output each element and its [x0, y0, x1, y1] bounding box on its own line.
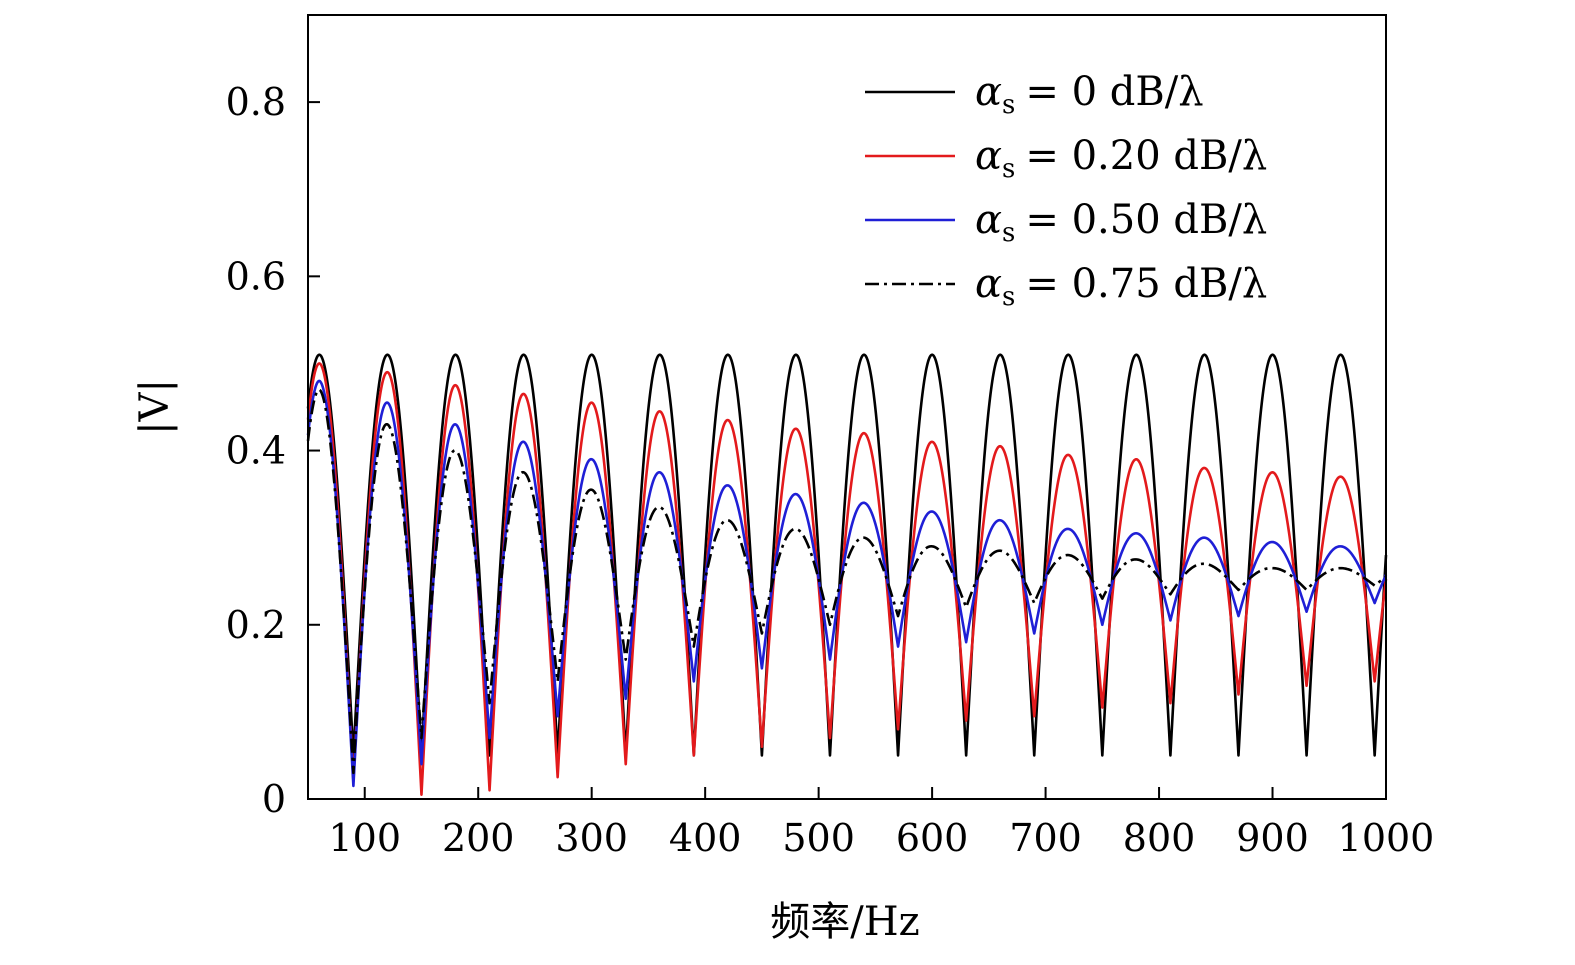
x-tick-label: 400 — [669, 816, 742, 860]
legend-label: αs = 0.50 dB/λ — [975, 197, 1267, 248]
series-line — [306, 362, 1388, 796]
y-axis-label: |V| — [132, 379, 178, 435]
x-tick-label: 500 — [782, 816, 855, 860]
x-tick-label: 800 — [1123, 816, 1196, 860]
y-tick-label: 0.4 — [226, 429, 286, 473]
x-tick-label: 900 — [1236, 816, 1309, 860]
x-axis-ticks: 100 200 300 400 500 600 700 800 900 1000 — [328, 787, 1434, 860]
x-tick-label: 100 — [328, 816, 401, 860]
y-axis-ticks: 0 0.2 0.4 0.6 0.8 — [226, 80, 320, 821]
legend-label: αs = 0 dB/λ — [975, 69, 1204, 120]
series-layer — [306, 353, 1388, 796]
x-tick-label: 200 — [442, 816, 515, 860]
y-tick-label: 0.8 — [226, 80, 286, 124]
legend-label: αs = 0.75 dB/λ — [975, 261, 1267, 312]
y-tick-label: 0 — [262, 777, 286, 821]
x-axis-label: 频率/Hz — [770, 899, 919, 945]
x-tick-label: 300 — [555, 816, 628, 860]
x-tick-label: 1000 — [1338, 816, 1435, 860]
plot-frame — [307, 14, 1387, 800]
x-tick-label: 700 — [1009, 816, 1082, 860]
legend: αs = 0 dB/λ αs = 0.20 dB/λ αs = 0.50 dB/λ αs = … — [865, 69, 1267, 312]
legend-label: αs = 0.20 dB/λ — [975, 133, 1267, 184]
x-tick-label: 600 — [896, 816, 969, 860]
series-line — [306, 379, 1388, 788]
y-tick-label: 0.2 — [226, 603, 286, 647]
y-tick-label: 0.6 — [226, 254, 286, 298]
